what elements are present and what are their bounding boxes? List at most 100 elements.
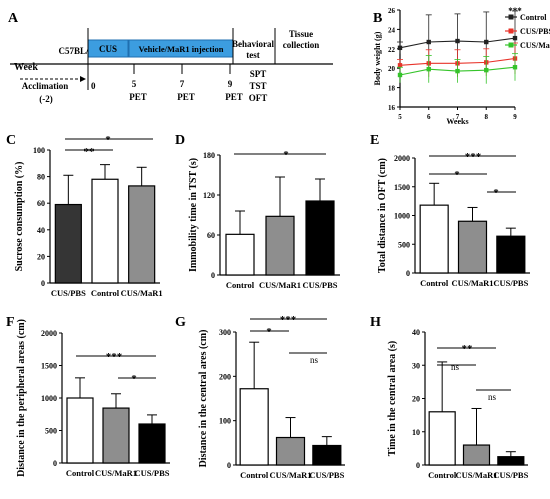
- y-tick-label-f-1: 500: [45, 427, 57, 436]
- bar-d-1: [265, 215, 295, 276]
- y-tick-label-c-3: 60: [37, 199, 45, 208]
- week-9-label: 9: [228, 79, 233, 89]
- y-tick-label-d-1: 60: [207, 231, 215, 240]
- treatment-box-label: Vehicle/MaR1 injection: [139, 44, 224, 54]
- point-b-1-0: [397, 63, 403, 68]
- bar-g-1: [275, 436, 306, 466]
- point-b-0-3: [484, 39, 489, 45]
- sig-h-control-mar1: ns: [451, 362, 460, 372]
- panel-label-c: C: [6, 133, 16, 148]
- x-tick-label-b-4: 9: [513, 113, 517, 121]
- x-tick-label-f-2: CUS/PBS: [135, 468, 170, 478]
- bar-g-0: [239, 388, 269, 466]
- panel-label-e: E: [370, 133, 379, 148]
- bar-h-2: [497, 456, 525, 466]
- legend-marker-b-1: [508, 28, 514, 34]
- x-tick-label-g-0: Control: [240, 470, 269, 480]
- acclimation-weeks: (-2): [39, 94, 53, 104]
- sig-h-mar1-pbs: ns: [488, 392, 497, 402]
- charts-layer: 16 18 20 22 24 26 5 6 7 8 9 Weeks Body weight (g) Con…: [14, 6, 550, 480]
- sig-b-week9: ***: [508, 6, 522, 16]
- x-tick-label-g-1: CUS/MaR1: [269, 470, 311, 480]
- y-axis-label-h: Time in the central area (s): [387, 341, 398, 456]
- y-tick-label-h-1: 10: [412, 428, 420, 437]
- test-oft-label: OFT: [249, 93, 268, 103]
- x-tick-label-d-1: CUS/MaR1: [259, 280, 301, 290]
- x-tick-label-h-2: CUS/PBS: [493, 470, 528, 480]
- bar-d-0: [225, 233, 255, 276]
- panel-label-g: G: [175, 315, 186, 330]
- y-axis-label-b: Body weight (g): [373, 31, 382, 85]
- y-tick-label-e-0: 0: [406, 269, 410, 278]
- legend-label-b-1: CUS/PBS: [520, 27, 550, 36]
- x-tick-label-e-1: CUS/MaR1: [451, 278, 493, 288]
- sig-e-mar1-pbs: *: [493, 187, 499, 199]
- legend-marker-b-0: [508, 14, 514, 20]
- sig-h-control-pbs: **: [462, 343, 474, 355]
- y-tick-label-c-2: 40: [37, 226, 45, 235]
- x-tick-label-b-1: 6: [427, 113, 431, 121]
- y-tick-label-f-3: 1500: [41, 362, 57, 371]
- sig-c-pbs-control: **: [84, 146, 96, 158]
- panel-label-a: A: [8, 11, 19, 26]
- tissue-collection-label-line1: Tissue: [289, 29, 313, 39]
- y-tick-label-c-5: 100: [33, 146, 45, 155]
- sig-g-control-pbs: ***: [280, 314, 297, 326]
- bar-f-0: [66, 397, 94, 464]
- x-tick-label-b-2: 7: [456, 113, 460, 121]
- y-tick-label-h-3: 30: [412, 361, 420, 370]
- y-tick-label-c-0: 0: [41, 279, 45, 288]
- y-tick-label-e-2: 1000: [394, 212, 410, 221]
- y-tick-label-h-0: 0: [416, 461, 420, 470]
- week-5-label: 5: [132, 79, 137, 89]
- x-tick-label-b-3: 8: [485, 113, 489, 121]
- x-tick-label-g-2: CUS/PBS: [309, 470, 344, 480]
- acclimation-arrow-head-icon: [80, 76, 86, 82]
- y-tick-label-b-4: 24: [388, 26, 396, 34]
- x-tick-label-c-1: Control: [91, 288, 120, 298]
- y-tick-label-c-4: 80: [37, 173, 45, 182]
- bar-h-1: [462, 444, 491, 466]
- point-b-0-1: [426, 39, 431, 45]
- y-tick-label-c-1: 20: [37, 252, 45, 261]
- y-tick-label-e-3: 1500: [394, 183, 410, 192]
- point-b-0-4: [512, 35, 518, 41]
- panel-label-h: H: [370, 315, 381, 330]
- x-tick-label-h-1: CUS/MaR1: [455, 470, 497, 480]
- y-tick-label-f-0: 0: [53, 459, 57, 468]
- point-b-0-2: [455, 38, 460, 44]
- week-axis-label: Week: [14, 62, 38, 73]
- y-tick-label-d-2: 120: [203, 191, 215, 200]
- point-b-2-1: [426, 66, 431, 72]
- y-tick-label-e-4: 2000: [394, 154, 410, 163]
- sig-e-control-mar1: *: [454, 169, 460, 181]
- pet-label-week5: PET: [129, 92, 147, 102]
- y-tick-label-g-0: 0: [227, 461, 231, 470]
- sig-c-pbs-mar1: *: [105, 134, 111, 146]
- bar-c-2: [128, 185, 156, 284]
- y-tick-label-b-3: 22: [388, 46, 396, 54]
- point-b-2-0: [397, 72, 403, 78]
- week-zero-label: 0: [91, 81, 96, 91]
- sig-g-control-mar1: *: [266, 326, 272, 338]
- x-axis-label-b: Weeks: [446, 117, 468, 126]
- y-axis-label-c: Sucrose consumption (%): [14, 162, 25, 272]
- x-tick-label-e-0: Control: [420, 278, 449, 288]
- pet-label-week7: PET: [177, 92, 195, 102]
- x-tick-label-c-2: CUS/MaR1: [121, 288, 163, 298]
- y-axis-label-g: Distance in the central ares (cm): [198, 330, 209, 468]
- acclimation-label: Acclimation: [22, 81, 69, 91]
- pet-label-week9: PET: [225, 92, 243, 102]
- x-tick-label-h-0: Control: [428, 470, 457, 480]
- point-b-0-0: [397, 45, 403, 51]
- x-tick-label-d-2: CUS/PBS: [303, 280, 338, 290]
- tissue-collection-label-line2: collection: [283, 40, 320, 50]
- bar-e-2: [496, 235, 526, 274]
- bar-g-2: [312, 444, 342, 466]
- behavioral-test-label-line2: test: [246, 50, 260, 60]
- behavioral-test-label-line1: Behavioral: [232, 39, 274, 49]
- bar-f-1: [102, 407, 130, 464]
- y-tick-label-e-1: 500: [398, 240, 410, 249]
- bar-f-2: [138, 423, 166, 464]
